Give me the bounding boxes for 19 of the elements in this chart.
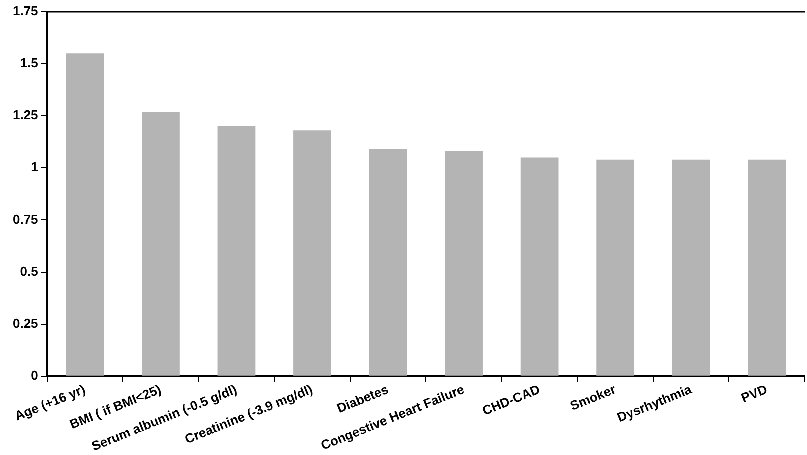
y-tick-label: 0.25 — [12, 316, 38, 331]
y-tick-label: 1.5 — [20, 56, 38, 71]
y-tick-label: 0.75 — [12, 212, 38, 227]
bar — [218, 126, 256, 376]
y-tick-label: 0 — [31, 368, 38, 383]
bar — [748, 160, 786, 376]
y-tick-label: 1.25 — [12, 108, 38, 123]
bar — [520, 158, 559, 376]
y-tick-label: 1 — [31, 160, 38, 175]
bar — [445, 152, 483, 376]
y-tick-label: 1.75 — [12, 4, 38, 19]
y-tick-label: 0.5 — [20, 264, 38, 279]
bar — [294, 130, 332, 376]
bar — [672, 160, 710, 376]
bar — [369, 149, 408, 376]
bar — [66, 54, 104, 376]
bar — [142, 112, 180, 376]
x-tick-label: PVD — [739, 382, 770, 406]
bar — [596, 160, 635, 376]
